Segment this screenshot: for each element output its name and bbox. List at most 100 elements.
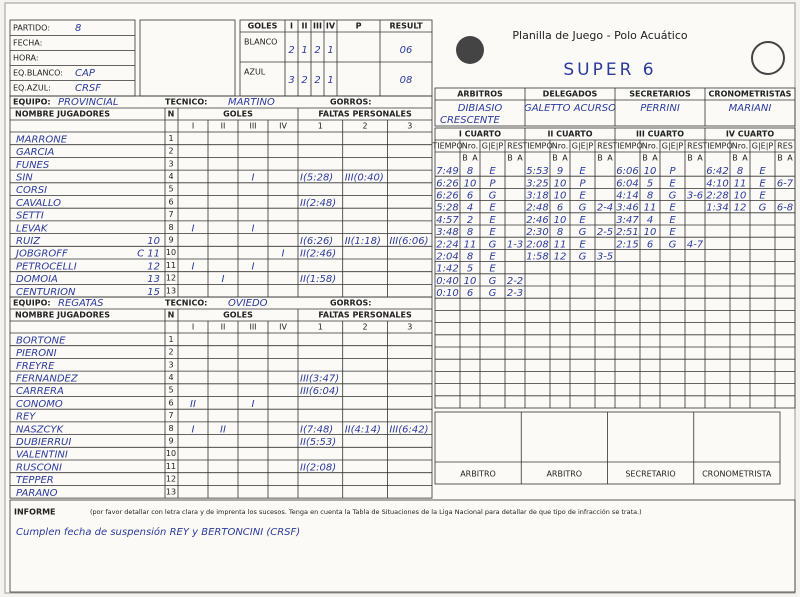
log-entry: E [489, 252, 496, 263]
log-entry: 2:04 [436, 252, 458, 263]
log-entry: 1:34 [706, 203, 728, 214]
log-entry: 2:24 [436, 239, 458, 250]
team-name: PROVINCIAL [58, 97, 118, 108]
log-entry: E [579, 215, 586, 226]
col-n: N [168, 311, 175, 320]
log-sub-header: B [777, 154, 783, 163]
col-nombre: NOMBRE JUGADORES [15, 311, 110, 320]
row-number: 6 [168, 197, 173, 206]
log-sub-header: A [517, 154, 523, 163]
field-label: FECHA: [13, 39, 42, 48]
goal-tally: I [252, 399, 255, 410]
player-name: PIERONI [16, 348, 57, 359]
row-number: 12 [166, 274, 176, 283]
player-name: FREYRE [16, 361, 55, 372]
score-header: IV [326, 22, 336, 31]
log-entry: 4 [647, 215, 653, 226]
log-sub-header: B [507, 154, 513, 163]
log-col-header: G|E|P [482, 142, 504, 151]
log-entry: 2-2 [507, 276, 523, 287]
log-col-header: RES [687, 142, 703, 151]
log-entry: 6:04 [616, 178, 638, 189]
goal-tally: I [222, 274, 225, 285]
signature-label: CRONOMETRISTA [702, 470, 772, 479]
log-entry: G [489, 288, 497, 299]
log-entry: 2:15 [616, 239, 638, 250]
col-nombre: NOMBRE JUGADORES [15, 110, 110, 119]
col-goles: GOLES [223, 311, 253, 320]
row-number: 8 [168, 223, 173, 232]
log-sub-header: B [642, 154, 648, 163]
log-entry: E [579, 239, 586, 250]
score-value: 3 [288, 75, 294, 86]
quarter-header: I [192, 323, 194, 332]
log-entry: 4:14 [616, 191, 638, 202]
row-number: 9 [168, 436, 173, 445]
foul: II(2:48) [300, 198, 336, 209]
log-entry: 8 [467, 252, 473, 263]
field-label: PARTIDO: [13, 24, 50, 33]
log-entry: 4:10 [706, 178, 728, 189]
foul: II(4:14) [345, 424, 381, 435]
player-name: BORTONE [16, 335, 66, 346]
foul: I(6:26) [300, 236, 333, 247]
log-entry: 3-5 [597, 252, 613, 263]
log-sub-header: A [472, 154, 478, 163]
faltas-header: 2 [363, 323, 368, 332]
log-entry: 1-3 [507, 239, 523, 250]
official-name: DIBIASIO [458, 103, 503, 114]
score-value: 2 [314, 75, 320, 86]
log-entry: 2:51 [616, 227, 638, 238]
equipo-label: EQUIPO: [13, 98, 51, 107]
score-header: P [356, 22, 362, 31]
log-col-header: TIEMPO [611, 142, 642, 151]
log-entry: 5:28 [436, 203, 458, 214]
log-entry: 6:42 [706, 166, 728, 177]
goal-tally: I [252, 261, 255, 272]
log-entry: G [579, 252, 587, 263]
quarter-header: II [221, 323, 226, 332]
log-sub-header: B [462, 154, 468, 163]
log-col-header: TIEMPO [701, 142, 732, 151]
player-name: GARCIA [16, 147, 54, 158]
col-goles: GOLES [223, 110, 253, 119]
faltas-header: 1 [318, 122, 323, 131]
quarter-title: I CUARTO [459, 130, 501, 139]
col-faltas: FALTAS PERSONALES [318, 311, 412, 320]
log-entry: 2:48 [526, 203, 548, 214]
log-entry: G [579, 227, 587, 238]
log-entry: 0:40 [436, 276, 458, 287]
row-number: 2 [168, 348, 173, 357]
row-number: 1 [168, 134, 173, 143]
log-entry: G [669, 239, 677, 250]
log-entry: E [579, 166, 586, 177]
log-entry: G [669, 191, 677, 202]
foul: II(1:58) [300, 274, 336, 285]
log-entry: 6:26 [436, 178, 458, 189]
faltas-header: 2 [363, 122, 368, 131]
goal-tally: I [192, 424, 195, 435]
player-name: DUBIERRUI [16, 437, 71, 448]
log-col-header: RES [507, 142, 523, 151]
competition: SUPER 6 [563, 60, 656, 80]
log-entry: 6 [647, 239, 653, 250]
player-name: MARRONE [16, 134, 68, 145]
log-col-header: Nro. [462, 142, 478, 151]
log-entry: 3:18 [526, 191, 548, 202]
foul: I(5:28) [300, 172, 333, 183]
log-entry: 8 [467, 166, 473, 177]
log-entry: 12 [554, 252, 567, 263]
log-entry: 6:06 [616, 166, 638, 177]
log-entry: 6:26 [436, 191, 458, 202]
foul: III(6:42) [389, 424, 428, 435]
official-header: DELEGADOS [543, 90, 598, 99]
row-number: 7 [168, 210, 173, 219]
equipo-label: EQUIPO: [13, 299, 51, 308]
row-number: 8 [168, 424, 173, 433]
log-entry: G [489, 276, 497, 287]
log-entry: E [759, 191, 766, 202]
log-entry: P [489, 178, 496, 189]
quarter-header: III [249, 323, 256, 332]
player-name: CONOMO [16, 399, 63, 410]
